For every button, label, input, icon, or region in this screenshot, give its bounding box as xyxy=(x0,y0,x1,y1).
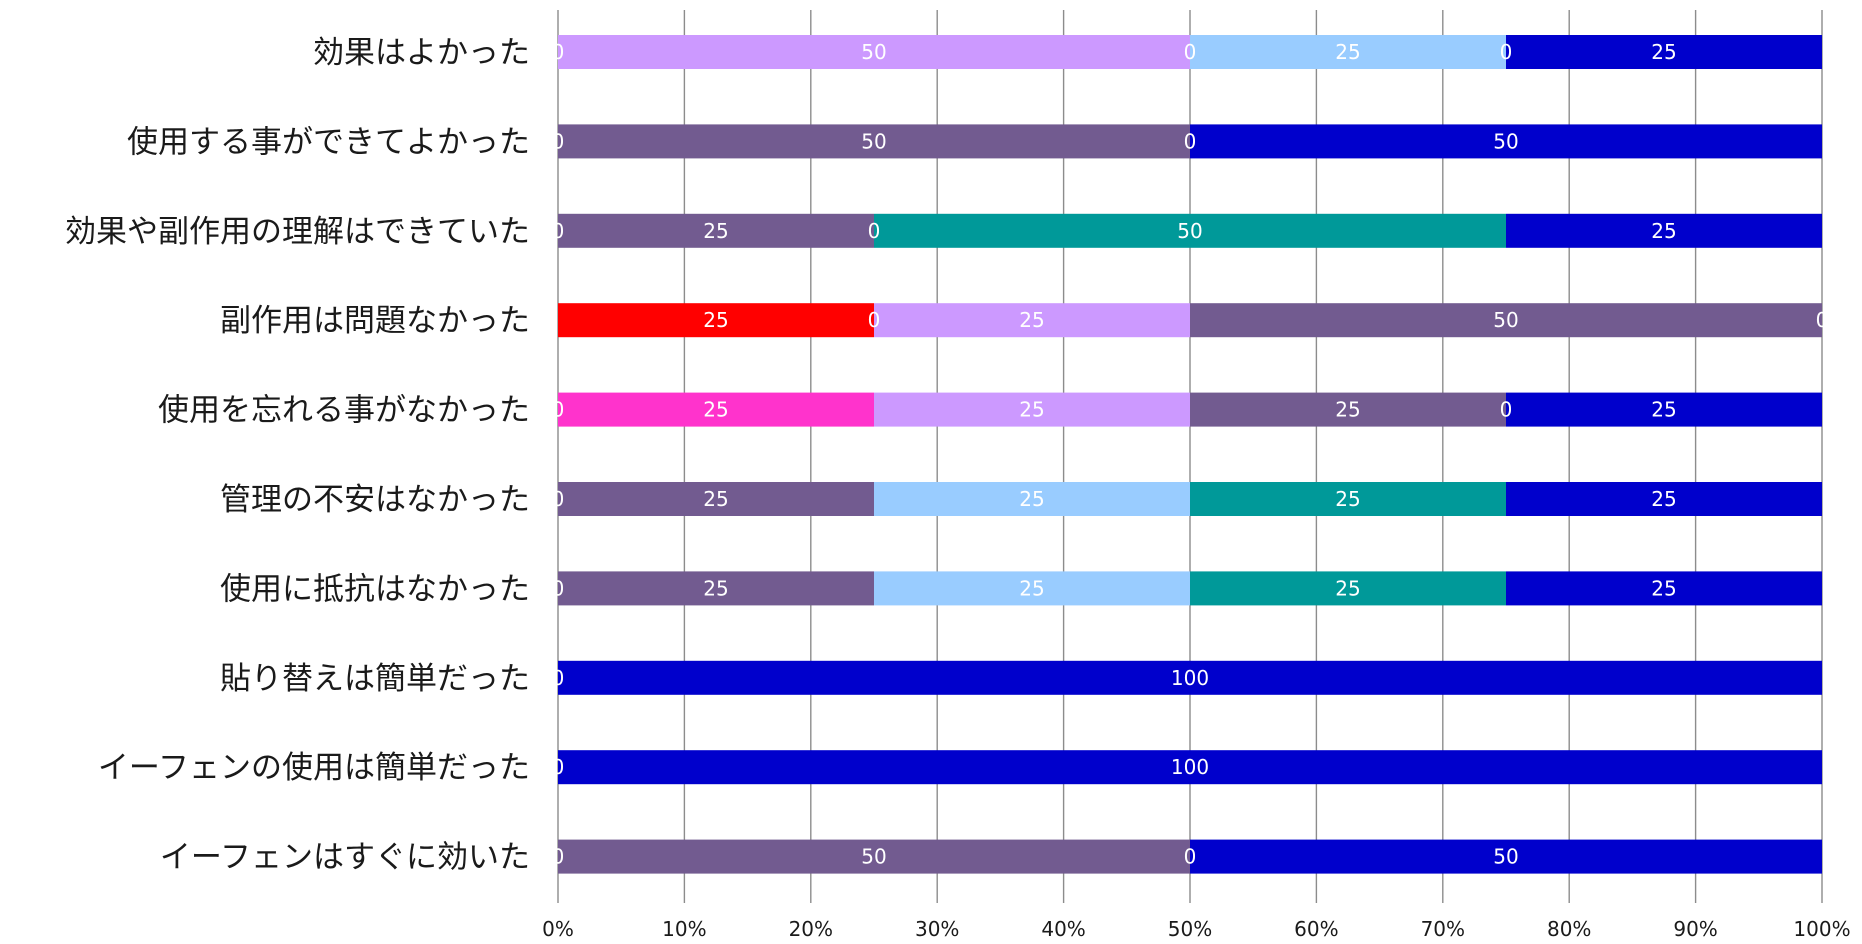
bar-segment xyxy=(558,213,874,248)
data-label: 50 xyxy=(861,129,886,153)
bar-segment xyxy=(558,35,1190,69)
data-label: 50 xyxy=(1177,219,1202,243)
bar-segment xyxy=(1506,571,1822,606)
x-tick-label: 10% xyxy=(662,917,706,941)
bar-segment xyxy=(558,839,1190,874)
data-label: 100 xyxy=(1171,666,1209,690)
data-label: 0 xyxy=(1816,308,1829,332)
bar-segment xyxy=(558,303,874,338)
data-label: 25 xyxy=(1019,487,1044,511)
category-label: 使用する事ができてよかった xyxy=(127,124,530,160)
category-label: 副作用は問題なかった xyxy=(220,303,530,339)
data-label: 25 xyxy=(1651,398,1676,422)
bar-segment xyxy=(874,482,1190,516)
data-label: 0 xyxy=(868,219,881,243)
x-tick-label: 90% xyxy=(1673,917,1717,941)
data-label: 0 xyxy=(552,219,565,243)
data-label: 25 xyxy=(1651,487,1676,511)
bar-segment xyxy=(558,750,1822,785)
data-label: 25 xyxy=(1651,40,1676,64)
bar-segment xyxy=(1506,392,1822,427)
data-label: 0 xyxy=(552,666,565,690)
data-label: 25 xyxy=(703,487,728,511)
data-label: 0 xyxy=(1500,398,1513,422)
data-label: 25 xyxy=(703,398,728,422)
bar-segment xyxy=(874,303,1190,338)
data-label: 0 xyxy=(552,40,565,64)
bar-segment xyxy=(558,482,874,516)
data-label: 0 xyxy=(552,755,565,779)
x-tick-label: 60% xyxy=(1294,917,1338,941)
bar-segment xyxy=(1190,482,1506,516)
bar-segment xyxy=(1506,482,1822,516)
bar-segment xyxy=(874,392,1190,427)
bar-segment xyxy=(1190,392,1506,427)
category-label: 使用に抵抗はなかった xyxy=(220,571,530,607)
category-label: 効果や副作用の理解はできていた xyxy=(65,214,530,250)
bar-segment xyxy=(1190,303,1822,338)
bar-segment xyxy=(874,571,1190,606)
bar-segment xyxy=(1190,571,1506,606)
bars xyxy=(558,35,1822,874)
bar-segment xyxy=(1190,35,1506,69)
category-label: 効果はよかった xyxy=(313,35,530,71)
data-label: 0 xyxy=(1184,129,1197,153)
data-label: 25 xyxy=(1335,398,1360,422)
bar-segment xyxy=(1506,213,1822,248)
bar-segment xyxy=(558,571,874,606)
x-tick-label: 0% xyxy=(542,917,574,941)
category-label: 貼り替えは簡単だった xyxy=(220,661,530,697)
data-label: 25 xyxy=(703,308,728,332)
data-label: 0 xyxy=(552,845,565,869)
data-label: 25 xyxy=(1019,308,1044,332)
data-label: 25 xyxy=(1019,576,1044,600)
data-label: 0 xyxy=(552,576,565,600)
data-label: 25 xyxy=(1335,576,1360,600)
bar-segment xyxy=(558,124,1190,159)
data-label: 50 xyxy=(861,845,886,869)
data-label: 25 xyxy=(703,576,728,600)
data-label: 50 xyxy=(1493,845,1518,869)
data-label: 25 xyxy=(1335,487,1360,511)
bar-segment xyxy=(1190,124,1822,159)
data-label: 50 xyxy=(861,40,886,64)
x-tick-label: 20% xyxy=(789,917,833,941)
data-label: 25 xyxy=(1651,219,1676,243)
data-label: 25 xyxy=(703,219,728,243)
category-label: イーフェンはすぐに効いた xyxy=(160,840,530,876)
data-label: 100 xyxy=(1171,755,1209,779)
x-tick-label: 40% xyxy=(1041,917,1085,941)
category-label: イーフェンの使用は簡単だった xyxy=(98,750,530,786)
category-labels: 効果はよかった使用する事ができてよかった効果や副作用の理解はできていた副作用は問… xyxy=(65,35,530,876)
x-tick-label: 70% xyxy=(1421,917,1465,941)
data-labels: 0 50 0 25 0 25 0 50 0 50 0 25 0 50 25 25 0 25 50 0 0 25 25 25 0 2… xyxy=(552,40,1829,869)
data-label: 0 xyxy=(1500,40,1513,64)
x-tick-label: 50% xyxy=(1168,917,1212,941)
bar-segment xyxy=(558,660,1822,695)
data-label: 0 xyxy=(552,487,565,511)
bar-segment xyxy=(558,392,874,427)
data-label: 0 xyxy=(1184,845,1197,869)
data-label: 50 xyxy=(1493,308,1518,332)
category-label: 使用を忘れる事がなかった xyxy=(158,393,530,429)
data-label: 25 xyxy=(1651,576,1676,600)
data-label: 50 xyxy=(1493,129,1518,153)
x-axis-tick-labels: 0% 10% 20% 30% 40% 50% 60% 70% 80% 90% 100% xyxy=(542,917,1850,941)
data-label: 0 xyxy=(552,129,565,153)
x-tick-label: 80% xyxy=(1547,917,1591,941)
bar-segment xyxy=(874,213,1506,248)
data-label: 25 xyxy=(1335,40,1360,64)
data-label: 0 xyxy=(868,308,881,332)
bar-segment xyxy=(1190,839,1822,874)
data-label: 0 xyxy=(1184,40,1197,64)
category-label: 管理の不安はなかった xyxy=(220,482,530,518)
x-tick-label: 100% xyxy=(1793,917,1850,941)
data-label: 25 xyxy=(1019,398,1044,422)
bar-segment xyxy=(1506,35,1822,69)
data-label: 0 xyxy=(552,398,565,422)
x-tick-label: 30% xyxy=(915,917,959,941)
